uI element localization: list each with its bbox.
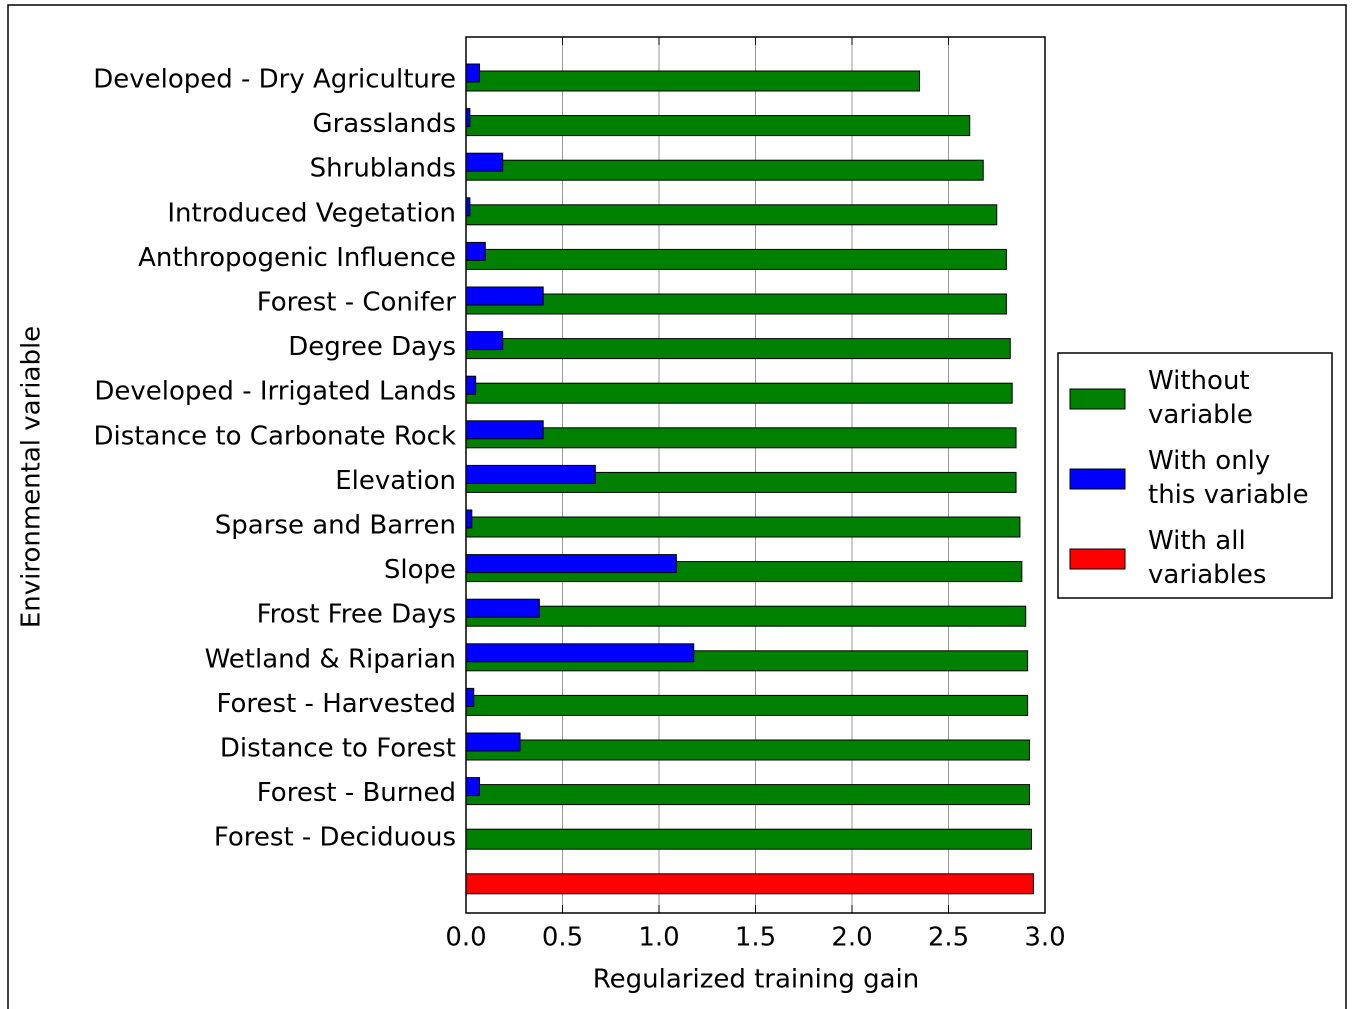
legend-swatch bbox=[1069, 388, 1126, 410]
bar bbox=[465, 382, 1013, 404]
bar bbox=[465, 331, 504, 351]
legend-label: With only this variable bbox=[1148, 446, 1309, 510]
plot-frame bbox=[465, 36, 1046, 914]
bar bbox=[465, 375, 477, 395]
bar bbox=[465, 694, 1029, 716]
bar bbox=[465, 464, 596, 484]
bar bbox=[465, 739, 1031, 761]
bar bbox=[465, 643, 695, 663]
bar bbox=[465, 784, 1031, 806]
x-tick-label: 0.0 bbox=[445, 923, 486, 953]
x-tick-label: 2.5 bbox=[928, 923, 969, 953]
x-tick-label: 3.0 bbox=[1024, 923, 1065, 953]
bar bbox=[465, 509, 473, 529]
x-tick-label: 2.0 bbox=[831, 923, 872, 953]
bar bbox=[465, 152, 504, 172]
bar bbox=[465, 241, 486, 261]
bar bbox=[465, 159, 984, 181]
legend-label: Without variable bbox=[1148, 366, 1253, 430]
y-tick-label: Introduced Vegetation bbox=[167, 198, 456, 228]
y-tick-label: Forest - Burned bbox=[257, 778, 456, 808]
x-tick-label: 0.5 bbox=[542, 923, 583, 953]
x-axis-label: Regularized training gain bbox=[593, 965, 920, 995]
y-tick-label: Anthropogenic Influence bbox=[138, 243, 456, 273]
frame bbox=[7, 4, 1347, 1009]
bar bbox=[465, 286, 544, 306]
bar bbox=[465, 204, 998, 226]
bar bbox=[465, 828, 1032, 850]
bar bbox=[465, 293, 1007, 315]
y-tick-label: Sparse and Barren bbox=[215, 511, 456, 541]
y-tick-label: Forest - Harvested bbox=[217, 689, 457, 719]
y-tick-label: Degree Days bbox=[288, 332, 456, 362]
bar bbox=[465, 63, 481, 83]
y-tick-label: Forest - Deciduous bbox=[214, 823, 456, 853]
bar bbox=[465, 598, 540, 618]
bar bbox=[465, 338, 1011, 360]
y-tick-label: Forest - Conifer bbox=[257, 288, 457, 318]
legend-swatch bbox=[1069, 548, 1126, 570]
y-axis-label: Environmental variable bbox=[17, 326, 47, 628]
y-tick-label: Distance to Carbonate Rock bbox=[93, 421, 456, 451]
y-tick-label: Distance to Forest bbox=[220, 734, 456, 764]
bar bbox=[465, 554, 677, 574]
bar bbox=[465, 70, 921, 92]
bar bbox=[465, 420, 544, 440]
y-tick-label: Developed - Dry Agriculture bbox=[93, 65, 456, 95]
bar bbox=[465, 605, 1027, 627]
bar bbox=[465, 115, 971, 137]
legend-label: With all variables bbox=[1148, 526, 1267, 590]
bar bbox=[465, 516, 1021, 538]
x-tick-label: 1.5 bbox=[735, 923, 776, 953]
y-tick-label: Grasslands bbox=[312, 109, 456, 139]
y-tick-label: Elevation bbox=[335, 466, 456, 496]
y-tick-label: Frost Free Days bbox=[257, 600, 456, 630]
y-tick-label: Slope bbox=[384, 555, 456, 585]
y-tick-label: Shrublands bbox=[310, 154, 456, 184]
x-tick-label: 1.0 bbox=[638, 923, 679, 953]
bar bbox=[465, 732, 521, 752]
bar bbox=[465, 873, 1034, 895]
legend-swatch bbox=[1069, 468, 1126, 490]
bar bbox=[465, 427, 1017, 449]
bar bbox=[465, 687, 475, 707]
y-tick-label: Wetland & Riparian bbox=[205, 644, 456, 674]
bar bbox=[465, 248, 1007, 270]
y-tick-label: Developed - Irrigated Lands bbox=[94, 377, 456, 407]
bar bbox=[465, 777, 481, 797]
